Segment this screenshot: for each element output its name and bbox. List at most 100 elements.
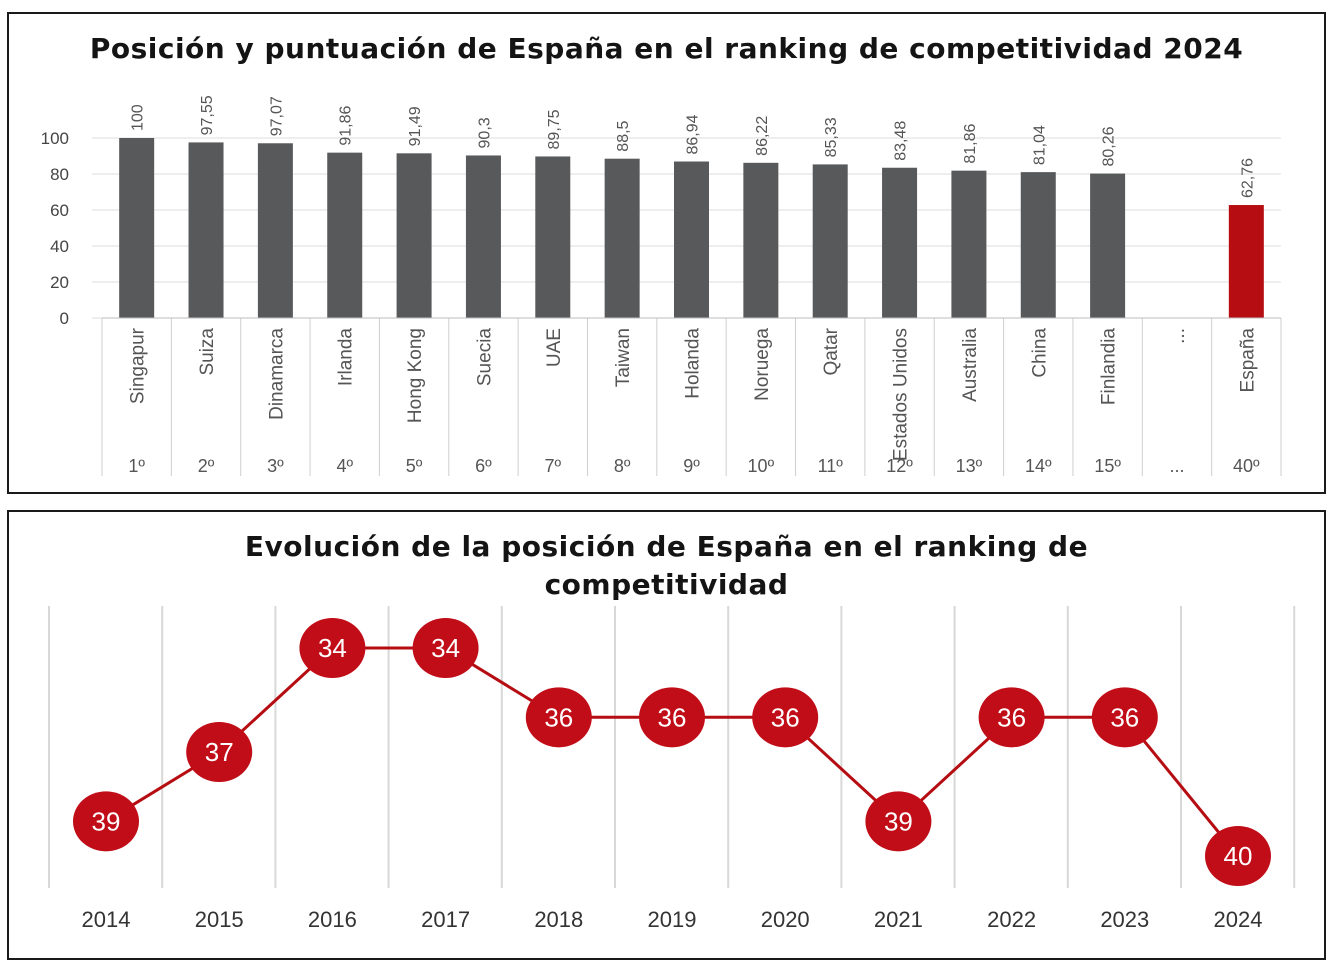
data-point <box>639 687 705 748</box>
bar <box>951 170 987 318</box>
bar <box>535 156 571 318</box>
x-tick-label: ... <box>1168 328 1189 344</box>
data-label: 100 <box>130 104 147 131</box>
data-point <box>525 687 592 748</box>
x-tick-label: 2017 <box>421 907 470 932</box>
x-tick-label: Australia <box>960 328 981 402</box>
data-label: 37 <box>205 737 234 767</box>
rank-label: 14º <box>1025 456 1052 476</box>
x-tick-label: Singapur <box>128 327 149 404</box>
rank-label: 40º <box>1233 456 1260 476</box>
data-point <box>186 722 253 782</box>
chart-title: Posición y puntuación de España en el ra… <box>89 32 1244 65</box>
data-label: 90,3 <box>476 117 493 148</box>
bar <box>1090 173 1126 318</box>
line-chart: 39 2014 37 2015 34 2016 34 2017 36 2018 36 2019 36 20… <box>48 606 1296 932</box>
rank-label: 8º <box>614 456 631 476</box>
x-tick-label: 2015 <box>195 907 244 932</box>
data-label: 86,94 <box>685 114 702 154</box>
bar <box>674 161 709 318</box>
x-tick-label: Suecia <box>474 328 495 387</box>
rank-label: 7º <box>544 456 561 476</box>
data-point <box>299 618 366 678</box>
x-tick-label: 2021 <box>874 907 923 932</box>
x-tick-label: Holanda <box>683 328 704 399</box>
y-tick-label: 20 <box>50 273 69 292</box>
x-tick-label: UAE <box>544 328 565 367</box>
ranking-2024-panel: Posición y puntuación de España en el ra… <box>7 12 1326 494</box>
x-tick-label: Dinamarca <box>266 328 287 420</box>
data-label: 86,22 <box>754 116 771 156</box>
data-point <box>865 791 932 852</box>
x-tick-label: Finlandia <box>1099 328 1120 406</box>
x-tick-label: Noruega <box>752 328 773 401</box>
x-tick-label: China <box>1029 328 1050 378</box>
rank-label: 2º <box>198 456 215 476</box>
rank-label: 11º <box>818 456 844 476</box>
data-label: 83,48 <box>893 121 910 161</box>
y-tick-label: 0 <box>60 309 69 328</box>
x-tick-label: Irlanda <box>336 328 357 387</box>
data-point <box>412 618 479 678</box>
rank-label: 4º <box>336 456 353 476</box>
bar <box>257 143 293 318</box>
data-label: 91,49 <box>407 106 424 146</box>
x-tick-label: Suiza <box>197 328 218 376</box>
rank-label: 13º <box>956 456 983 476</box>
data-label: 85,33 <box>823 117 840 157</box>
rank-label: 15º <box>1094 456 1121 476</box>
data-label: 40 <box>1224 841 1253 871</box>
rank-label: 12º <box>886 456 913 476</box>
data-point <box>752 687 819 748</box>
data-label: 34 <box>318 633 347 663</box>
bar <box>882 167 918 318</box>
rank-label: 5º <box>406 456 423 476</box>
x-tick-label: 2014 <box>82 907 131 932</box>
bar <box>1228 205 1264 318</box>
data-point <box>978 687 1045 748</box>
bar <box>327 152 363 318</box>
y-tick-label: 40 <box>50 237 69 256</box>
data-label: 97,07 <box>268 96 285 136</box>
data-label: 36 <box>771 702 800 732</box>
bar <box>396 153 432 318</box>
x-tick-label: 2020 <box>761 907 810 932</box>
bar <box>743 162 779 318</box>
data-label: 36 <box>997 702 1026 732</box>
x-tick-label: 2019 <box>648 907 697 932</box>
y-tick-label: 60 <box>50 201 69 220</box>
bar <box>812 164 848 318</box>
data-label: 81,04 <box>1031 125 1048 165</box>
data-label: 39 <box>92 806 121 836</box>
x-tick-label: Estados Unidos <box>891 328 912 461</box>
bar <box>465 155 501 318</box>
data-label: 89,75 <box>546 109 563 149</box>
x-tick-label: Qatar <box>821 327 842 375</box>
data-label: 91,86 <box>338 106 355 146</box>
data-label: 62,76 <box>1239 158 1256 198</box>
bar <box>604 158 640 318</box>
bar <box>1020 172 1056 318</box>
data-label: 88,5 <box>615 120 632 151</box>
bar <box>188 142 224 318</box>
rank-label: 1º <box>128 456 145 476</box>
x-tick-label: 2024 <box>1214 907 1263 932</box>
y-tick-label: 80 <box>50 165 69 184</box>
data-label: 36 <box>544 702 573 732</box>
x-tick-label: 2023 <box>1100 907 1149 932</box>
x-tick-label: España <box>1237 328 1258 393</box>
rank-label: 9º <box>683 456 700 476</box>
rank-label: 10º <box>748 456 775 476</box>
data-point <box>1205 826 1271 886</box>
data-label: 81,86 <box>962 124 979 164</box>
rank-label: 3º <box>267 456 284 476</box>
data-point <box>1091 687 1158 748</box>
data-label: 36 <box>1110 702 1139 732</box>
x-tick-label: 2022 <box>987 907 1036 932</box>
rank-label: 6º <box>475 456 492 476</box>
data-label: 80,26 <box>1101 126 1118 166</box>
data-label: 36 <box>658 702 687 732</box>
rank-label: ... <box>1169 456 1184 476</box>
data-label: 34 <box>431 633 460 663</box>
x-tick-label: Taiwan <box>613 328 634 387</box>
